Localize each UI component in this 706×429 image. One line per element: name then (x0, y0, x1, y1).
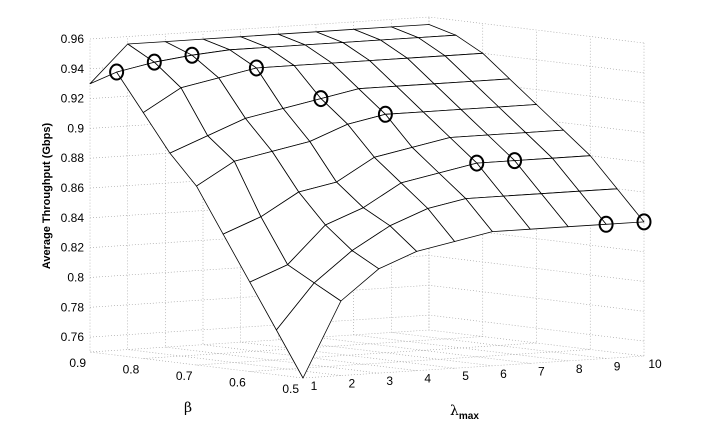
z-tick-label: 0.78 (61, 300, 85, 314)
z-tick-label: 0.86 (61, 181, 85, 195)
optimal-point-marker (109, 63, 125, 81)
z-tick-label: 0.92 (61, 92, 85, 106)
lambda-tick-label: 10 (648, 357, 662, 371)
z-gridline (89, 284, 645, 312)
lambda-tick-label: 6 (500, 367, 507, 381)
lambda-tick-label: 4 (424, 372, 431, 386)
z-tick-label: 0.94 (61, 62, 85, 76)
lambda-axis-title: λmax (450, 403, 479, 422)
lambda-symbol: λ (450, 403, 459, 419)
surface-mesh (89, 24, 645, 379)
optimal-point-marker (248, 59, 264, 77)
z-gridline (89, 16, 645, 44)
optimal-point-markers (109, 46, 652, 233)
z-tick-label: 0.96 (61, 32, 85, 46)
beta-tick-label: 0.9 (69, 356, 86, 370)
optimal-point-marker (507, 152, 523, 170)
optimal-point-marker (313, 90, 329, 108)
beta-tick-label: 0.6 (229, 376, 246, 390)
lambda-axis-ticks: 1 2 3 4 5 6 7 8 9 10 (311, 357, 662, 393)
beta-axis-ticks: 0.9 0.8 0.7 0.6 0.5 (69, 356, 299, 396)
z-tick-label: 0.9 (67, 121, 84, 135)
beta-gridline (249, 36, 591, 372)
lambda-tick-label: 3 (386, 374, 393, 388)
lambda-subscript: max (459, 411, 479, 422)
lambda-gridline (391, 19, 607, 359)
lambda-gridline (89, 39, 304, 379)
surface-cell (275, 282, 342, 379)
z-tick-label: 0.76 (61, 330, 85, 344)
optimal-point-marker (377, 105, 393, 123)
beta-tick-label: 0.5 (282, 382, 299, 396)
lambda-tick-label: 8 (576, 362, 583, 376)
beta-tick-label: 0.8 (123, 363, 140, 377)
beta-gridline (89, 17, 430, 353)
optimal-point-marker (598, 215, 614, 233)
lambda-gridline (127, 36, 341, 376)
z-tick-label: 0.82 (61, 241, 85, 255)
beta-axis-title: β (184, 400, 192, 416)
z-tick-label: 0.84 (61, 211, 85, 225)
optimal-point-marker (636, 213, 652, 231)
optimal-point-marker (146, 53, 162, 71)
optimal-point-marker (469, 154, 485, 172)
z-axis-ticks: 0.76 0.78 0.8 0.82 0.84 0.86 0.88 0.9 0.92 0.94 0.… (61, 32, 85, 344)
lambda-tick-label: 1 (311, 379, 318, 393)
lambda-tick-label: 2 (349, 377, 356, 391)
z-gridline (89, 314, 645, 342)
beta-tick-label: 0.7 (176, 369, 193, 383)
lambda-tick-label: 7 (538, 364, 545, 378)
z-axis-title: Average Throughput (Gbps) (41, 123, 53, 270)
z-tick-label: 0.88 (61, 151, 85, 165)
lambda-tick-label: 9 (614, 359, 621, 373)
z-tick-label: 0.8 (67, 270, 84, 284)
lambda-tick-label: 5 (462, 369, 469, 383)
optimal-point-marker (184, 46, 200, 64)
